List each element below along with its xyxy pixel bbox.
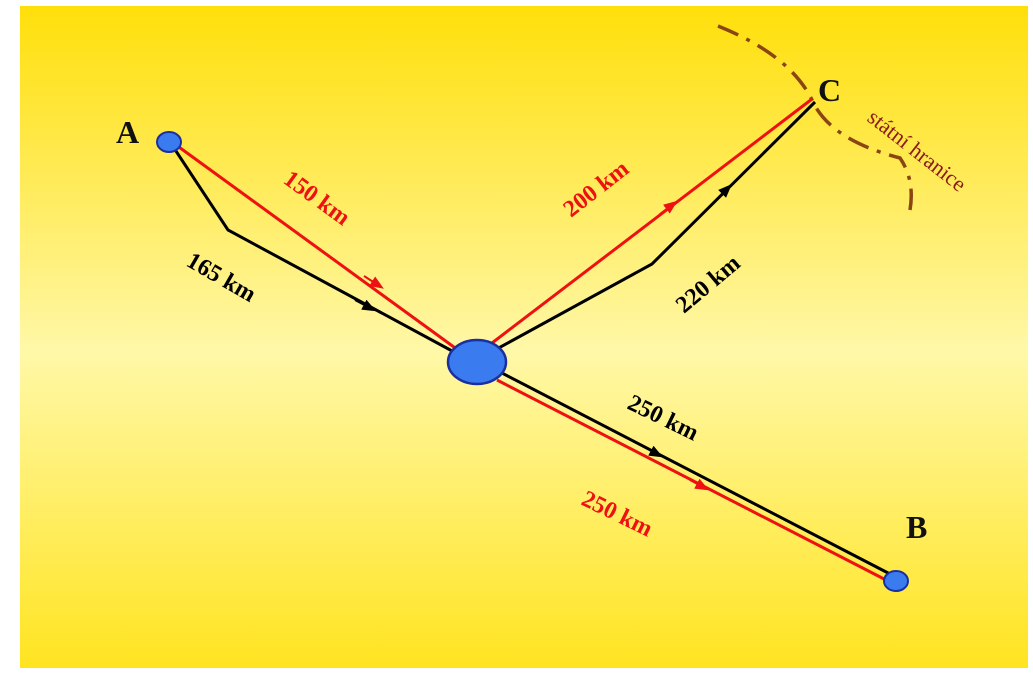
distance-label-c-red: 200 km xyxy=(559,156,634,223)
arrow-black-b xyxy=(643,445,664,458)
distance-label-c-black: 220 km xyxy=(671,250,745,318)
route-black-a-hub xyxy=(168,141,455,354)
route-black-hub-c xyxy=(494,100,817,352)
arrow-black-a xyxy=(354,299,377,312)
route-red-a-hub xyxy=(171,140,459,352)
state-border xyxy=(717,24,913,211)
node-b-label: B xyxy=(906,509,927,545)
distance-label-b-red: 250 km xyxy=(577,486,656,542)
node-a xyxy=(156,131,182,153)
node-hub xyxy=(446,338,508,386)
distance-label-a-red: 150 km xyxy=(278,166,354,231)
distance-label-b-black: 250 km xyxy=(623,390,702,446)
arrow-red-c xyxy=(659,200,678,215)
arrow-red-b xyxy=(689,478,710,491)
node-b xyxy=(883,570,909,592)
node-c-label: C xyxy=(818,72,841,108)
route-red-hub-c xyxy=(491,97,813,345)
route-black-hub-b xyxy=(499,370,891,576)
arrow-red-a xyxy=(363,275,384,289)
arrow-black-c xyxy=(715,184,732,201)
node-a-label: A xyxy=(116,114,139,150)
distance-label-a-black: 165 km xyxy=(182,248,260,308)
